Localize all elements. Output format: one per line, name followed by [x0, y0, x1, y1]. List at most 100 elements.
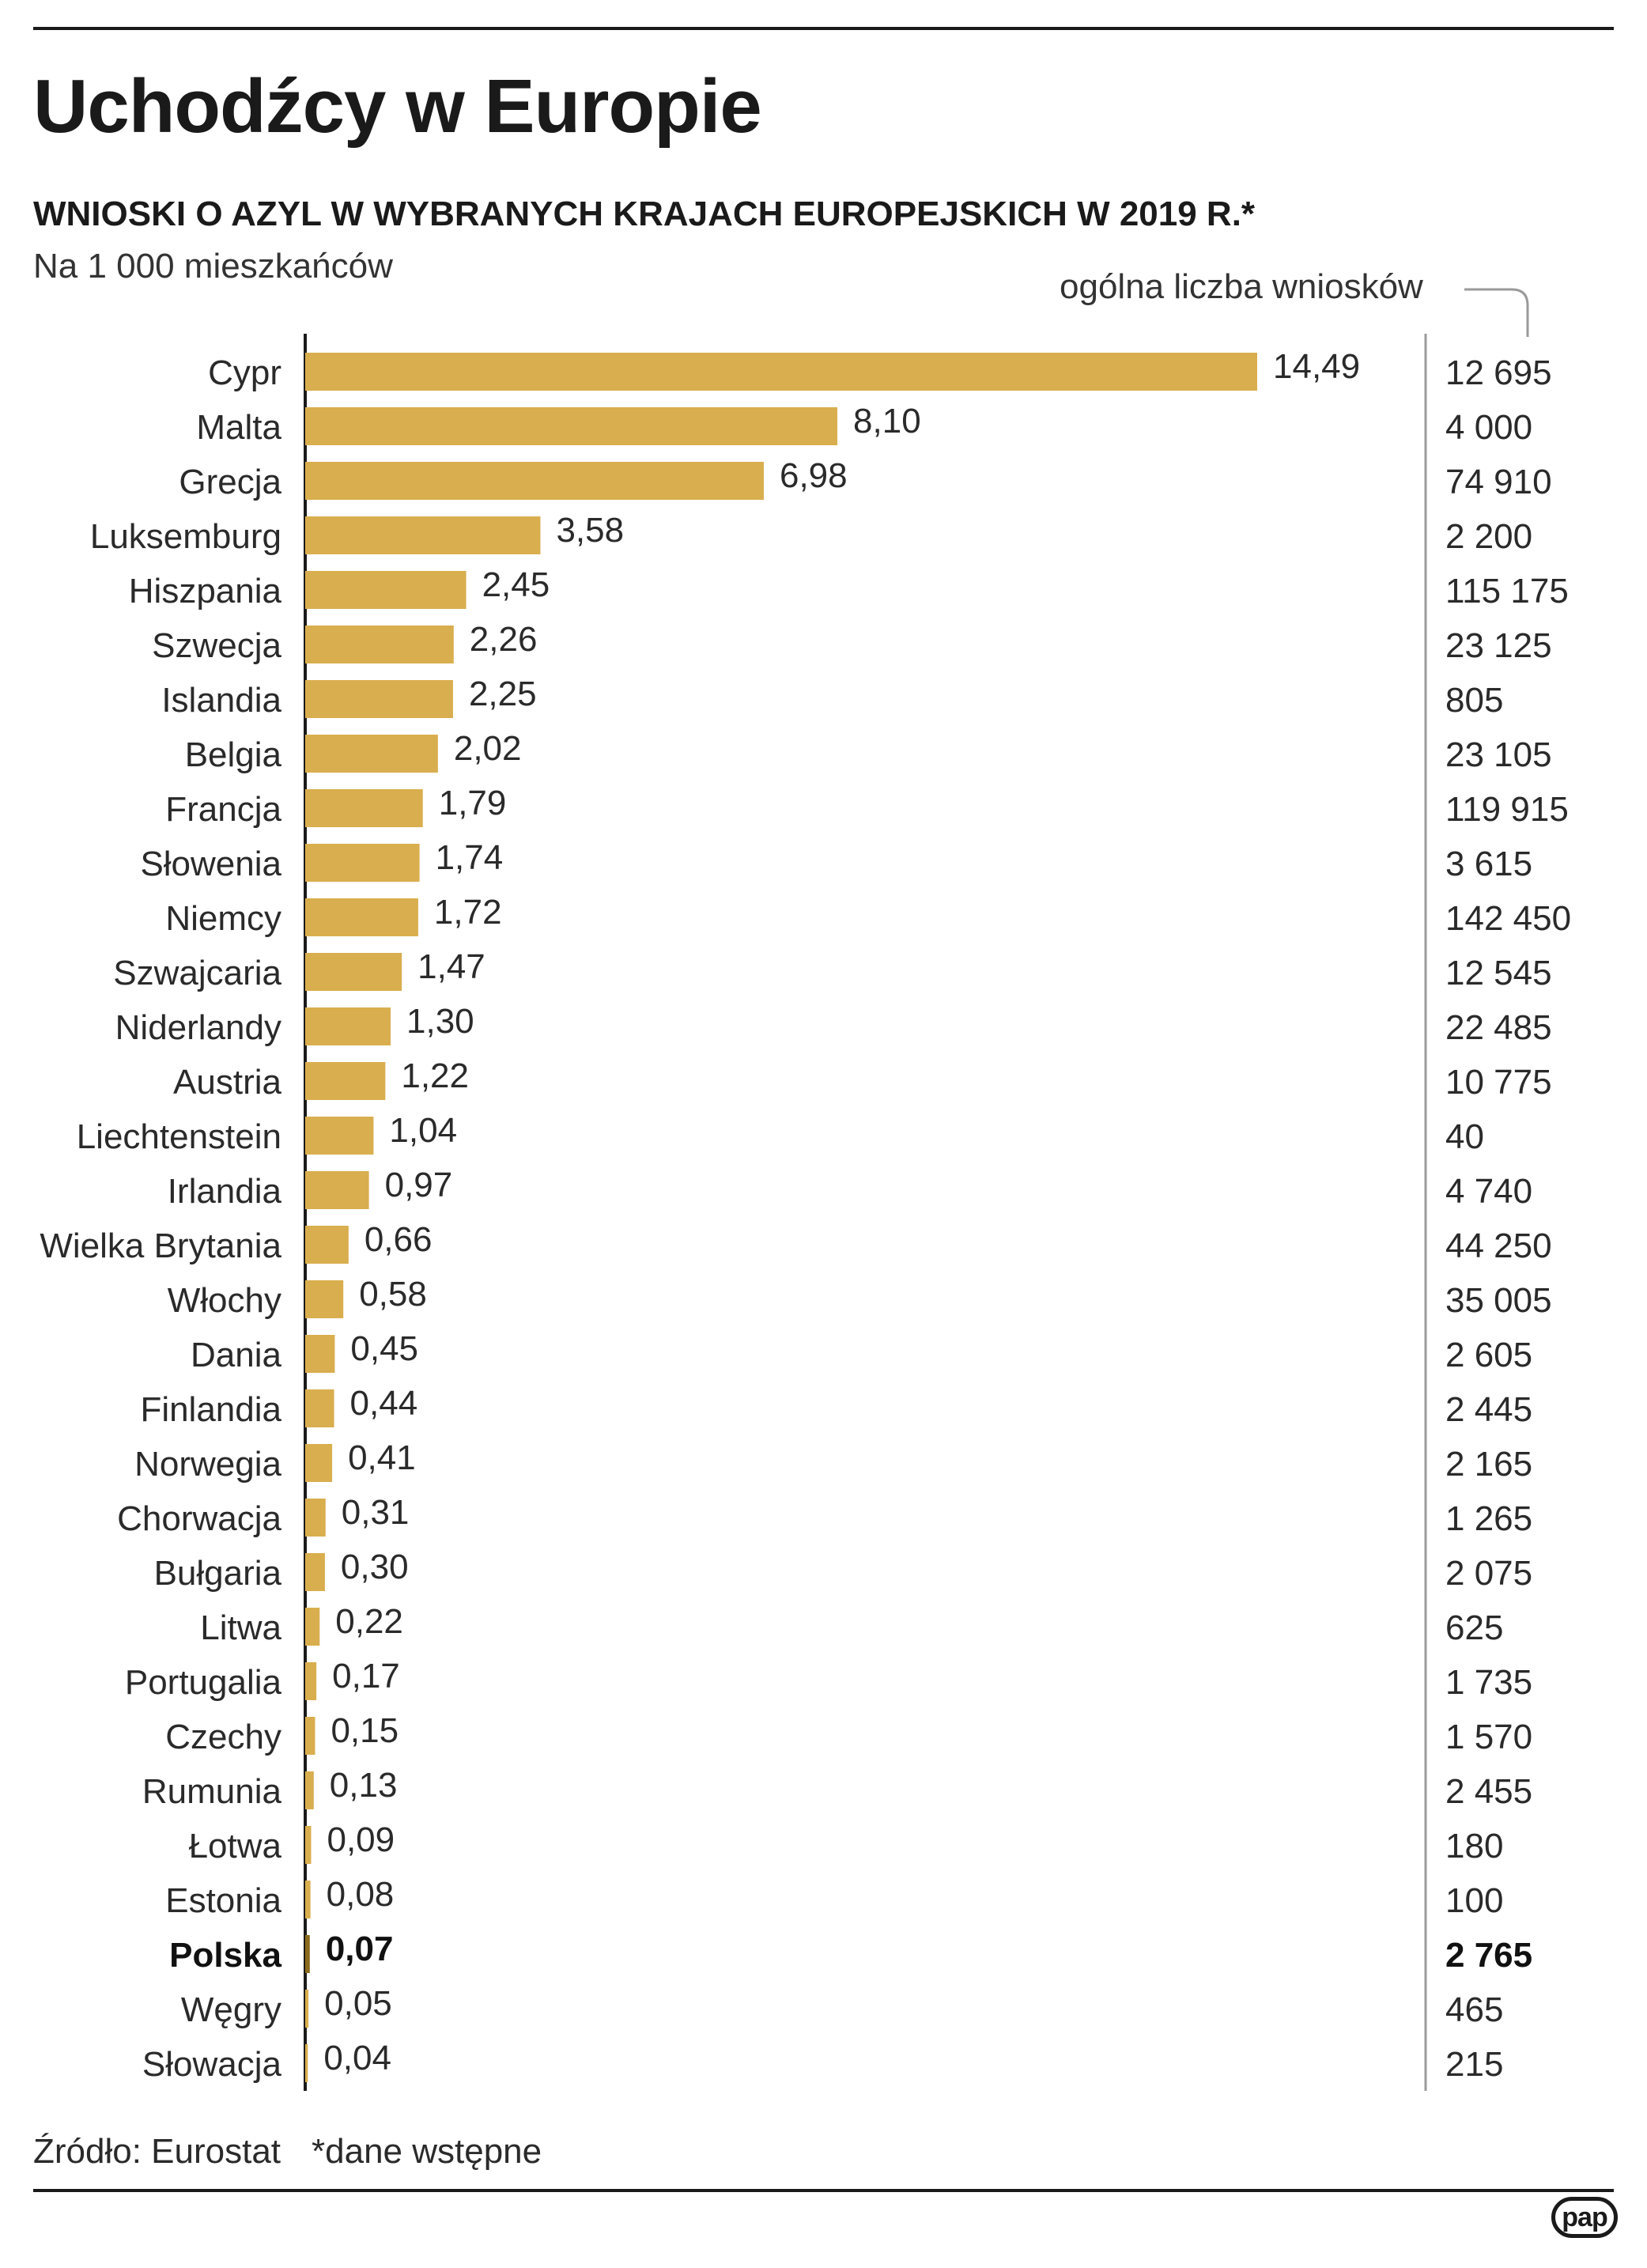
data-label: 1,04 — [389, 1111, 457, 1150]
bar — [305, 680, 453, 718]
data-label: 0,13 — [330, 1766, 398, 1805]
category-label: Polska — [169, 1936, 281, 1975]
category-label: Hiszpania — [129, 572, 282, 610]
data-label: 0,08 — [327, 1875, 395, 1914]
footnote: *dane wstępne — [312, 2132, 542, 2171]
data-label: 6,98 — [780, 456, 848, 495]
top-rule — [33, 27, 1614, 30]
total-label: 805 — [1445, 681, 1503, 720]
total-label: 2 165 — [1445, 1445, 1532, 1484]
data-label: 0,09 — [327, 1820, 395, 1859]
category-label: Grecja — [179, 463, 281, 501]
bar — [305, 626, 454, 663]
data-label: 0,41 — [348, 1438, 416, 1477]
bar — [305, 1389, 334, 1427]
bar — [305, 353, 1257, 391]
category-label: Wielka Brytania — [40, 1227, 281, 1265]
category-label: Cypr — [208, 353, 281, 392]
total-label: 119 915 — [1445, 790, 1569, 829]
bar — [305, 1771, 314, 1809]
category-label: Niderlandy — [115, 1008, 281, 1047]
total-label: 74 910 — [1445, 463, 1552, 501]
data-label: 0,58 — [359, 1275, 427, 1314]
data-label: 0,45 — [350, 1329, 418, 1368]
source-note: Źródło: Eurostat — [33, 2132, 281, 2171]
category-label: Chorwacja — [117, 1499, 281, 1538]
category-label: Portugalia — [125, 1663, 282, 1702]
total-label: 2 445 — [1445, 1390, 1532, 1429]
total-label: 35 005 — [1445, 1281, 1552, 1320]
bar — [305, 1007, 391, 1045]
data-label: 0,22 — [335, 1602, 403, 1641]
data-label: 0,66 — [365, 1220, 433, 1259]
category-label: Włochy — [168, 1281, 281, 1320]
bar — [305, 1717, 315, 1755]
category-label: Szwajcaria — [113, 954, 281, 992]
category-label: Islandia — [161, 681, 281, 720]
total-column-header: ogólna liczba wniosków — [1060, 267, 1423, 306]
total-header-bracket — [1464, 288, 1529, 337]
bar — [305, 1226, 349, 1264]
bar — [305, 1553, 325, 1591]
category-label: Liechtenstein — [77, 1117, 281, 1156]
total-label: 1 265 — [1445, 1499, 1532, 1538]
category-label: Węgry — [181, 1990, 281, 2029]
total-label: 2 075 — [1445, 1554, 1532, 1593]
category-label: Malta — [196, 408, 281, 447]
bar — [305, 1444, 333, 1482]
data-label: 1,22 — [401, 1057, 469, 1095]
data-label: 2,02 — [454, 729, 522, 768]
total-label: 215 — [1445, 2045, 1503, 2084]
bar — [305, 462, 764, 500]
total-label: 180 — [1445, 1827, 1503, 1865]
total-label: 23 105 — [1445, 735, 1552, 774]
data-label: 0,31 — [342, 1493, 410, 1532]
category-label: Łotwa — [189, 1827, 282, 1865]
bar — [305, 1280, 344, 1318]
category-label: Litwa — [200, 1608, 281, 1647]
total-label: 465 — [1445, 1990, 1503, 2029]
total-label: 4 000 — [1445, 408, 1532, 447]
bar — [305, 407, 838, 445]
data-label: 0,04 — [323, 2039, 391, 2077]
total-label: 115 175 — [1445, 572, 1569, 610]
bottom-rule — [33, 2189, 1614, 2192]
bar — [305, 1608, 320, 1646]
bar — [305, 1881, 311, 1918]
data-label: 1,72 — [434, 893, 502, 932]
category-label: Rumunia — [142, 1772, 282, 1811]
bar — [305, 1062, 386, 1100]
category-label: Austria — [173, 1063, 281, 1102]
category-label: Bułgaria — [154, 1554, 282, 1593]
category-label: Norwegia — [134, 1445, 281, 1484]
data-label: 0,15 — [331, 1711, 399, 1750]
data-label: 8,10 — [853, 402, 921, 440]
data-label: 14,49 — [1273, 347, 1360, 386]
data-label: 0,17 — [332, 1657, 400, 1695]
total-label: 625 — [1445, 1608, 1503, 1647]
bar — [305, 1662, 317, 1700]
category-label: Francja — [165, 790, 281, 829]
data-label: 1,47 — [417, 947, 485, 986]
total-label: 2 605 — [1445, 1336, 1532, 1374]
category-label: Irlandia — [168, 1172, 282, 1211]
bar — [305, 735, 438, 773]
bar — [305, 1826, 312, 1864]
data-label: 2,45 — [482, 565, 550, 604]
total-label: 23 125 — [1445, 626, 1552, 665]
category-label: Szwecja — [152, 626, 281, 665]
total-label: 2 200 — [1445, 517, 1532, 556]
bar — [305, 1117, 374, 1155]
category-label: Czechy — [165, 1718, 281, 1756]
total-label: 2 765 — [1445, 1936, 1532, 1975]
total-label: 44 250 — [1445, 1227, 1552, 1265]
total-label: 12 695 — [1445, 353, 1552, 392]
bar — [305, 571, 467, 609]
category-label: Belgia — [185, 735, 282, 774]
category-label: Estonia — [165, 1881, 281, 1920]
bar — [305, 2044, 308, 2082]
total-label: 1 735 — [1445, 1663, 1532, 1702]
data-label: 0,07 — [326, 1930, 394, 1968]
data-label: 0,97 — [385, 1166, 453, 1204]
